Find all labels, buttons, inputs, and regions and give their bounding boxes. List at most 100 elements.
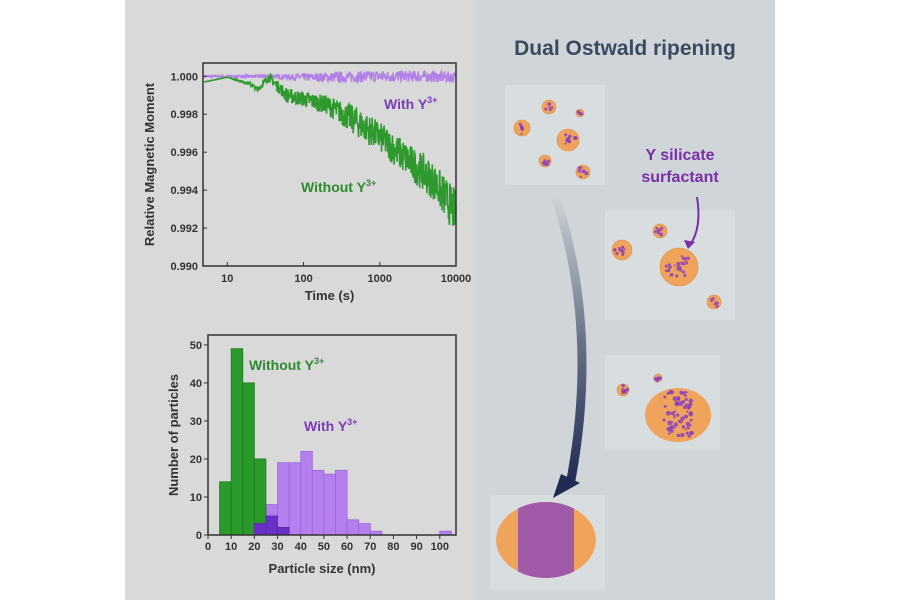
magnetic-moment-chart: 0.990 0.992 0.994 0.996 0.998 1.000 10 100 1000 1… [142,62,472,303]
surfactant-speck [670,411,675,416]
surfactant-speck [578,111,583,116]
surfactant-speck [663,404,667,408]
surfactant-speck [680,416,685,421]
y-tick-label: 30 [190,416,202,428]
y-tick-label: 1.000 [170,71,198,83]
surfactant-speck [656,230,661,235]
surfactant-speck [665,410,671,416]
surfactant-speck [584,171,589,176]
ripening-scheme: Dual Ostwald ripening Y silicate surfact… [490,37,736,590]
surfactant-speck [546,159,551,163]
surfactant-speck [625,387,630,392]
y-tick-label: 10 [190,492,202,504]
surfactant-speck [684,428,687,431]
surfactant-speck [715,304,719,308]
surfactant-speck [623,390,628,394]
surfactant-speck [621,253,625,257]
particles [513,99,722,442]
surfactant-speck [615,251,619,256]
surfactant-speck [714,301,719,305]
x-tick-label: 100 [294,273,312,285]
bar-without-y [219,481,232,536]
surfactant-speck [677,265,682,270]
surfactant-speck [685,391,688,394]
legend-without-y: Without Y3+ [301,178,376,195]
surfactant-speck [543,159,547,163]
surfactant-speck [667,263,671,267]
surfactant-speck [568,137,571,140]
surfactant-speck [567,134,572,139]
surfactant-speck [717,302,720,304]
surfactant-speck [689,424,692,427]
x-tick-label: 60 [341,541,353,553]
surfactant-speck [675,274,679,278]
surfactant-speck [685,431,689,435]
annotation-line-1: Y silicate [645,147,714,164]
bar-overlap [265,515,278,536]
surfactant-speck [565,138,568,142]
surfactant-speck [688,398,694,404]
surfactant-speck [668,265,672,270]
x-tick-label: 0 [205,541,211,553]
legend-without-y: Without Y3+ [249,356,324,373]
surfactant-speck [680,432,685,438]
surfactant-speck [675,413,680,417]
x-tick-label: 80 [387,541,399,553]
scheme-panel: Dual Ostwald ripening Y silicate surfact… [475,0,775,600]
surfactant-speck [684,260,689,265]
surfactant-speck [520,128,523,131]
bar-with-y [300,450,313,536]
bar-overlap [277,526,290,536]
process-arrowhead-icon [553,474,580,498]
surfactant-speck [657,228,661,232]
bar-without-y [230,348,244,536]
surfactant-speck [655,226,658,230]
x-tick-label: 90 [410,541,422,553]
bar-overlap [253,523,267,536]
surfactant-speck [659,232,664,237]
bar-without-y [242,382,255,536]
surfactant-speck [683,393,687,397]
plot-frame [207,334,457,536]
surfactant-speck [709,298,712,300]
y-tick-label: 0.992 [170,223,198,235]
surfactant-speck [682,391,686,394]
surfactant-speck [683,273,687,278]
surfactant-speck [550,106,554,110]
x-tick-label: 40 [295,541,307,553]
x-tick-label: 30 [271,541,283,553]
surfactant-speck [663,395,667,399]
surfactant-speck [564,142,567,145]
process-arrow [550,193,587,486]
surfactant-speck [684,397,688,402]
legend-with-y: With Y3+ [304,417,357,434]
surfactant-speck [676,433,681,438]
x-tick-label: 10000 [441,273,472,285]
surfactant-speck [567,140,571,144]
surfactant-speck [711,297,715,301]
surfactant-speck [680,261,684,266]
surfactant-speck [579,175,583,178]
surfactant-speck [672,396,678,402]
x-tick-label: 50 [318,541,330,553]
x-axis-label: Particle size (nm) [269,561,376,576]
surfactant-speck [669,272,674,277]
bar-with-y [335,469,348,536]
y-tick-label: 20 [190,454,202,466]
surfactant-speck [657,376,660,380]
surfactant-speck [520,126,523,129]
surfactant-speck [674,401,680,407]
x-tick-label: 20 [248,541,260,553]
x-tick-label: 1000 [368,273,392,285]
surfactant-speck [520,132,523,135]
surfactant-speck [683,414,688,419]
surfactant-speck [664,269,668,273]
bar-with-y [288,462,302,536]
surfactant-speck [666,391,670,395]
surfactant-speck [545,162,549,167]
surfactant-speck [676,396,681,400]
surfactant-speck [670,421,674,424]
bar-with-y [311,469,325,536]
annotation-arrowhead-icon [684,240,695,249]
surfactant-speck [664,264,668,268]
